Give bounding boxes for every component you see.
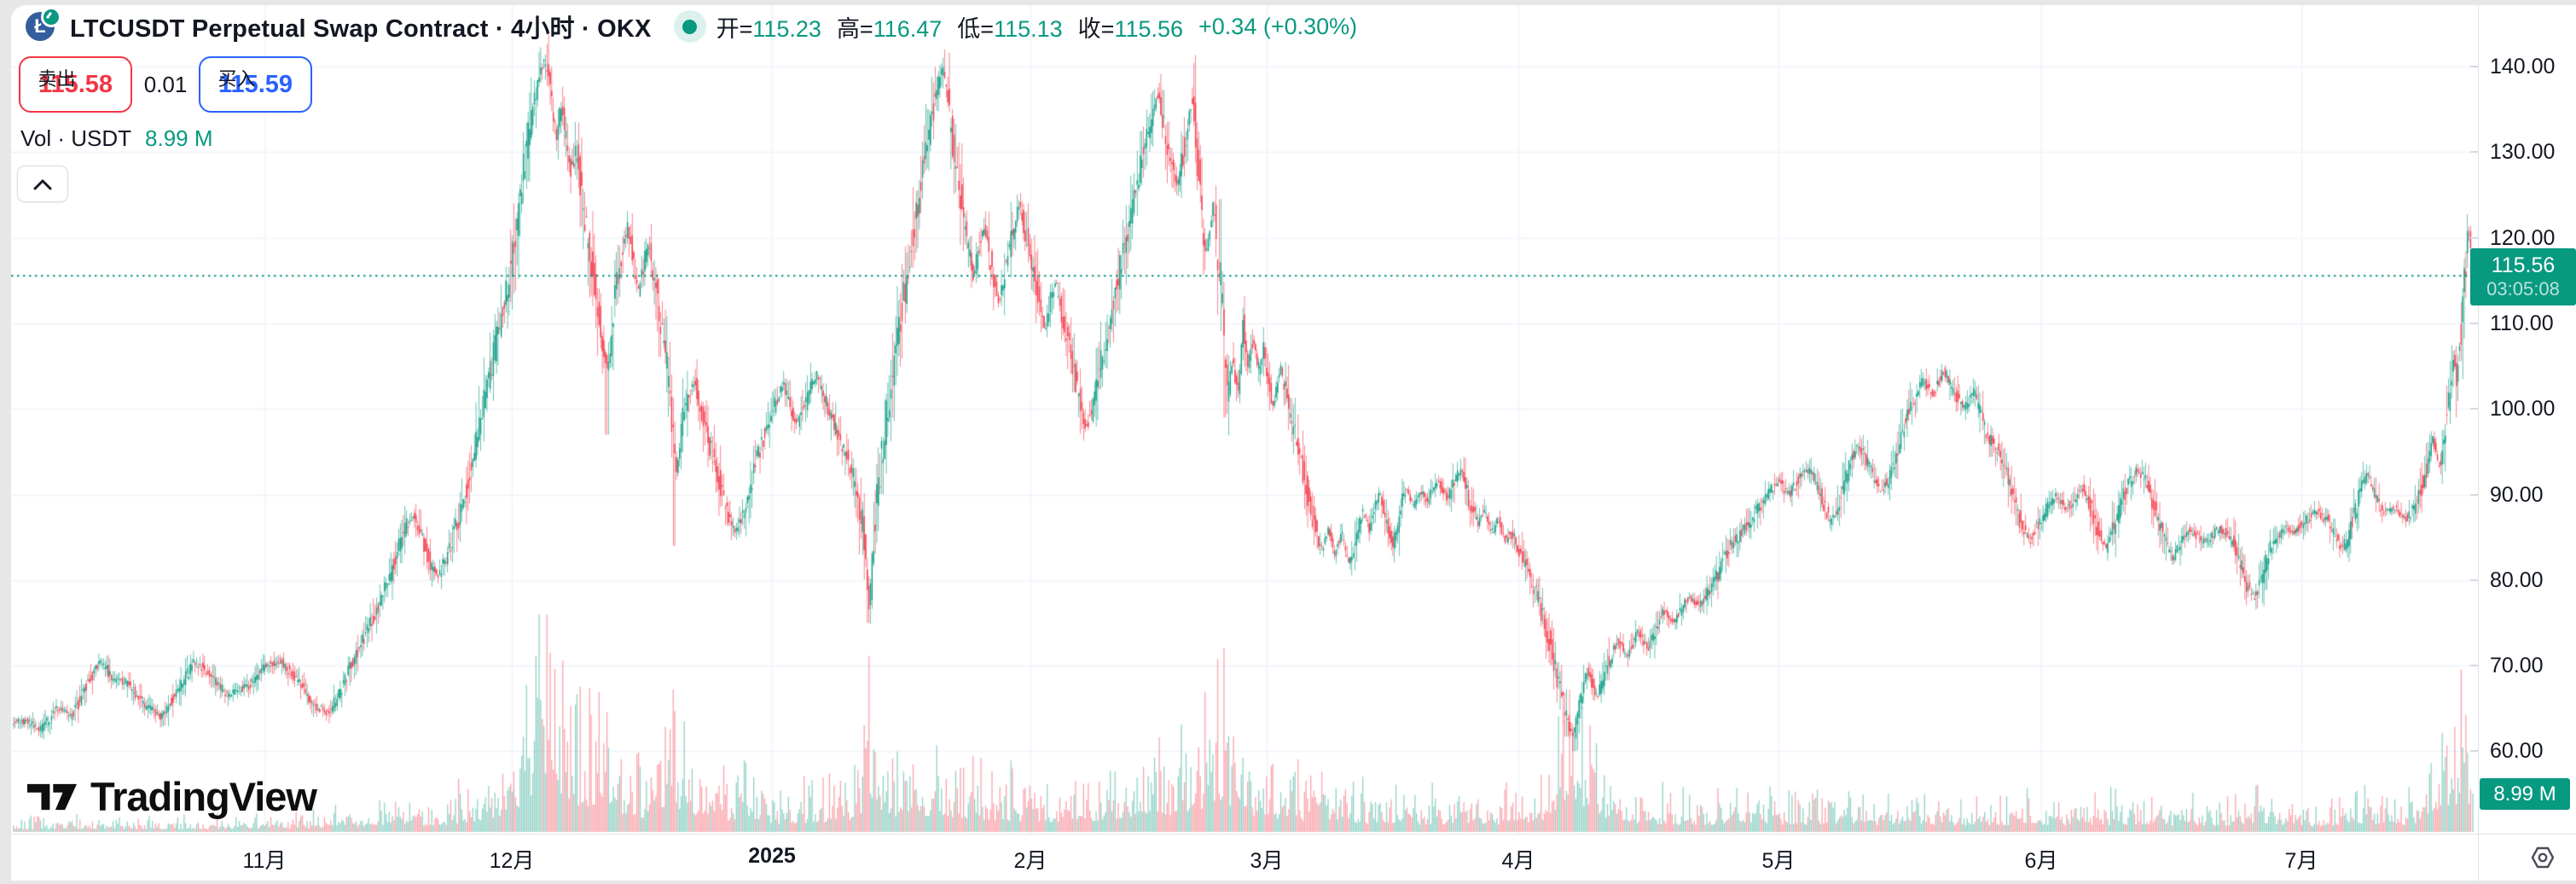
- spread-value: 0.01: [143, 71, 188, 97]
- change-value: +0.34 (+0.30%): [1198, 13, 1358, 39]
- price-axis-tick: [2470, 151, 2478, 154]
- ohlc-pair: 高=116.47: [836, 15, 943, 42]
- price-axis-label: 80.00: [2490, 567, 2544, 592]
- price-axis-label: 100.00: [2490, 397, 2556, 422]
- current-price-badge: 115.56 03:05:08: [2470, 248, 2576, 306]
- price-axis-label: 120.00: [2490, 225, 2556, 250]
- time-axis-label: 3月: [1250, 849, 1284, 873]
- litecoin-icon: Ł: [26, 7, 61, 44]
- price-axis[interactable]: 115.56 03:05:08 8.99 M 140.00 130.00 120.0…: [2470, 5, 2576, 834]
- candlestick-chart-canvas[interactable]: [11, 5, 2478, 834]
- time-axis-label: 2025: [748, 844, 796, 868]
- tradingview-wordmark: TradingView: [90, 774, 317, 819]
- price-axis-tick: [2470, 665, 2478, 667]
- ohlc-pair: 收=115.56: [1077, 15, 1184, 42]
- volume-indicator-value: 8.99 M: [145, 125, 213, 151]
- price-axis-tick: [2470, 236, 2478, 239]
- volume-badge: 8.99 M: [2480, 778, 2570, 811]
- time-axis-label: 4月: [1501, 849, 1535, 873]
- time-axis-label: 2月: [1013, 849, 1047, 873]
- price-axis-label: 60.00: [2490, 739, 2544, 764]
- collapse-indicator-button[interactable]: [17, 166, 68, 202]
- tradingview-mark-icon: [27, 783, 77, 810]
- price-axis-label: 110.00: [2490, 311, 2554, 335]
- price-axis-tick: [2470, 750, 2478, 753]
- time-axis-label: 12月: [489, 849, 535, 873]
- current-price-value: 115.56: [2491, 253, 2556, 278]
- symbol-header: Ł LTCUSDT Perpetual Swap Contract · 4小时 …: [26, 7, 1358, 44]
- buy-label: 买入: [218, 68, 256, 90]
- sell-price: 115.58: [38, 70, 113, 98]
- market-open-dot-icon: [682, 19, 698, 34]
- time-axis-label: 11月: [242, 849, 287, 873]
- bar-countdown: 03:05:08: [2486, 278, 2560, 300]
- time-axis-label: 5月: [1761, 849, 1796, 873]
- price-axis-tick: [2470, 408, 2478, 410]
- volume-indicator-row[interactable]: Vol · USDT 8.99 M: [20, 125, 213, 152]
- price-axis-tick: [2470, 579, 2478, 581]
- time-axis[interactable]: 11月 12月 2025 2月 3月 4月 5月 6月 7月: [11, 834, 2576, 881]
- contract-badge-icon: [41, 7, 61, 27]
- price-axis-label: 140.00: [2490, 55, 2556, 79]
- tradingview-logo[interactable]: TradingView: [27, 773, 317, 820]
- price-axis-tick: [2470, 66, 2478, 67]
- buy-price: 115.59: [218, 70, 293, 98]
- price-axis-label: 90.00: [2490, 482, 2544, 507]
- sell-label: 卖出: [38, 68, 76, 90]
- ohlc-pair: 低=115.13: [957, 15, 1063, 42]
- market-status-icon: [673, 10, 706, 43]
- price-axis-tick: [2470, 322, 2478, 324]
- price-axis-tick: [2470, 493, 2478, 496]
- ohlc-pair: 开=115.23: [716, 15, 821, 42]
- chart-settings-button[interactable]: [2526, 840, 2560, 875]
- volume-indicator-label: Vol · USDT: [20, 125, 132, 151]
- gear-icon: [2531, 846, 2555, 869]
- ohlc-values: 开=115.23 高=116.47 低=115.13 收=115.56 +0.34 (+…: [717, 10, 1358, 44]
- time-axis-label: 6月: [2024, 849, 2058, 873]
- chevron-up-icon: [33, 179, 52, 189]
- time-axis-label: 7月: [2284, 849, 2318, 873]
- price-axis-label: 130.00: [2490, 140, 2556, 165]
- buy-button[interactable]: 115.59 买入: [199, 56, 312, 113]
- price-axis-label: 70.00: [2490, 654, 2544, 678]
- axis-corner-separator: [2478, 835, 2479, 881]
- symbol-title[interactable]: LTCUSDT Perpetual Swap Contract · 4小时 · …: [70, 15, 652, 43]
- sell-button[interactable]: 115.58 卖出: [19, 56, 132, 113]
